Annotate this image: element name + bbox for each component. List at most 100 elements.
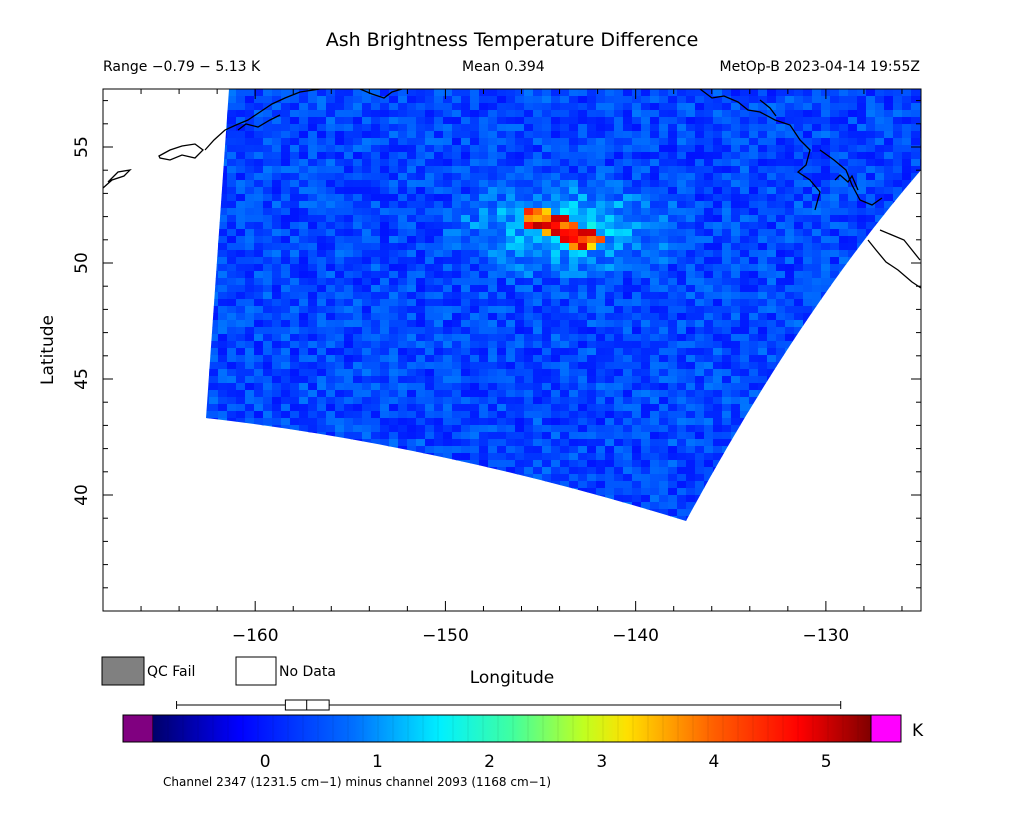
swath-cell xyxy=(722,166,732,174)
swath-cell xyxy=(632,271,642,279)
swath-cell xyxy=(299,180,309,188)
swath-cell xyxy=(524,285,534,293)
swath-cell xyxy=(362,306,372,314)
swath-cell xyxy=(659,145,669,153)
swath-cell xyxy=(704,208,714,216)
swath-cell xyxy=(560,355,570,363)
swath-cell xyxy=(713,341,723,349)
swath-cell xyxy=(902,110,912,118)
swath-cell xyxy=(605,453,615,461)
swath-cell xyxy=(497,173,507,181)
swath-cell xyxy=(902,180,912,188)
swath-cell xyxy=(668,187,678,195)
swath-cell xyxy=(209,355,219,363)
swath-cell xyxy=(389,404,399,412)
swath-cell xyxy=(686,495,696,503)
swath-cell xyxy=(677,278,687,286)
swath-cell xyxy=(335,187,345,195)
swath-cell xyxy=(326,411,336,419)
swath-cell xyxy=(713,383,723,391)
swath-cell xyxy=(263,215,273,223)
swath-cell xyxy=(461,306,471,314)
swath-cell xyxy=(776,208,786,216)
swath-cell xyxy=(515,460,525,468)
swath-cell xyxy=(686,180,696,188)
swath-cell xyxy=(515,285,525,293)
swath-cell xyxy=(902,117,912,125)
swath-cell xyxy=(425,124,435,132)
swath-cell xyxy=(551,355,561,363)
swath-cell xyxy=(497,145,507,153)
swath-cell xyxy=(236,418,246,426)
swath-cell xyxy=(506,404,516,412)
swath-cell xyxy=(677,222,687,230)
swath-cell xyxy=(542,390,552,398)
swath-cell xyxy=(317,208,327,216)
swath-cell xyxy=(623,439,633,447)
swath-cell xyxy=(227,348,237,356)
swath-cell xyxy=(425,110,435,118)
swath-cell xyxy=(695,488,705,496)
swath-cell xyxy=(308,418,318,426)
swath-cell xyxy=(506,299,516,307)
swath-cell xyxy=(587,117,597,125)
swath-cell xyxy=(524,89,534,97)
swath-cell xyxy=(686,187,696,195)
swath-cell xyxy=(641,278,651,286)
swath-cell xyxy=(560,194,570,202)
swath-cell xyxy=(650,362,660,370)
swath-cell xyxy=(497,369,507,377)
swath-cell xyxy=(587,404,597,412)
swath-cell xyxy=(344,152,354,160)
swath-cell xyxy=(497,201,507,209)
swath-cell xyxy=(650,453,660,461)
swath-cell xyxy=(659,495,669,503)
swath-cell xyxy=(281,327,291,335)
swath-cell xyxy=(686,96,696,104)
swath-cell xyxy=(263,313,273,321)
swath-cell xyxy=(560,222,570,230)
swath-cell xyxy=(659,187,669,195)
swath-cell xyxy=(578,145,588,153)
swath-cell xyxy=(830,89,840,97)
swath-cell xyxy=(578,243,588,251)
swath-cell xyxy=(776,194,786,202)
swath-cell xyxy=(794,124,804,132)
swath-cell xyxy=(398,215,408,223)
swath-cell xyxy=(389,110,399,118)
swath-cell xyxy=(290,96,300,104)
swath-cell xyxy=(776,166,786,174)
swath-cell xyxy=(767,152,777,160)
swath-cell xyxy=(488,397,498,405)
swath-cell xyxy=(839,159,849,167)
swath-cell xyxy=(407,306,417,314)
swath-cell xyxy=(704,439,714,447)
swath-cell xyxy=(794,173,804,181)
swath-cell xyxy=(236,264,246,272)
swath-cell xyxy=(668,453,678,461)
swath-cell xyxy=(866,208,876,216)
swath-cell xyxy=(587,376,597,384)
swath-cell xyxy=(245,201,255,209)
swath-cell xyxy=(308,264,318,272)
swath-cell xyxy=(659,96,669,104)
swath-cell xyxy=(713,180,723,188)
swath-cell xyxy=(281,117,291,125)
swath-cell xyxy=(326,110,336,118)
swath-cell xyxy=(614,453,624,461)
swath-cell xyxy=(857,180,867,188)
swath-cell xyxy=(353,299,363,307)
swath-cell xyxy=(533,404,543,412)
swath-cell xyxy=(551,397,561,405)
swath-cell xyxy=(524,467,534,475)
swath-cell xyxy=(206,390,210,398)
swath-cell xyxy=(695,467,705,475)
swath-cell xyxy=(578,159,588,167)
swath-cell xyxy=(848,250,858,258)
swath-cell xyxy=(677,355,687,363)
swath-cell xyxy=(245,145,255,153)
swath-cell xyxy=(578,439,588,447)
swath-cell xyxy=(614,229,624,237)
swath-cell xyxy=(209,390,219,398)
swath-cell xyxy=(839,187,849,195)
